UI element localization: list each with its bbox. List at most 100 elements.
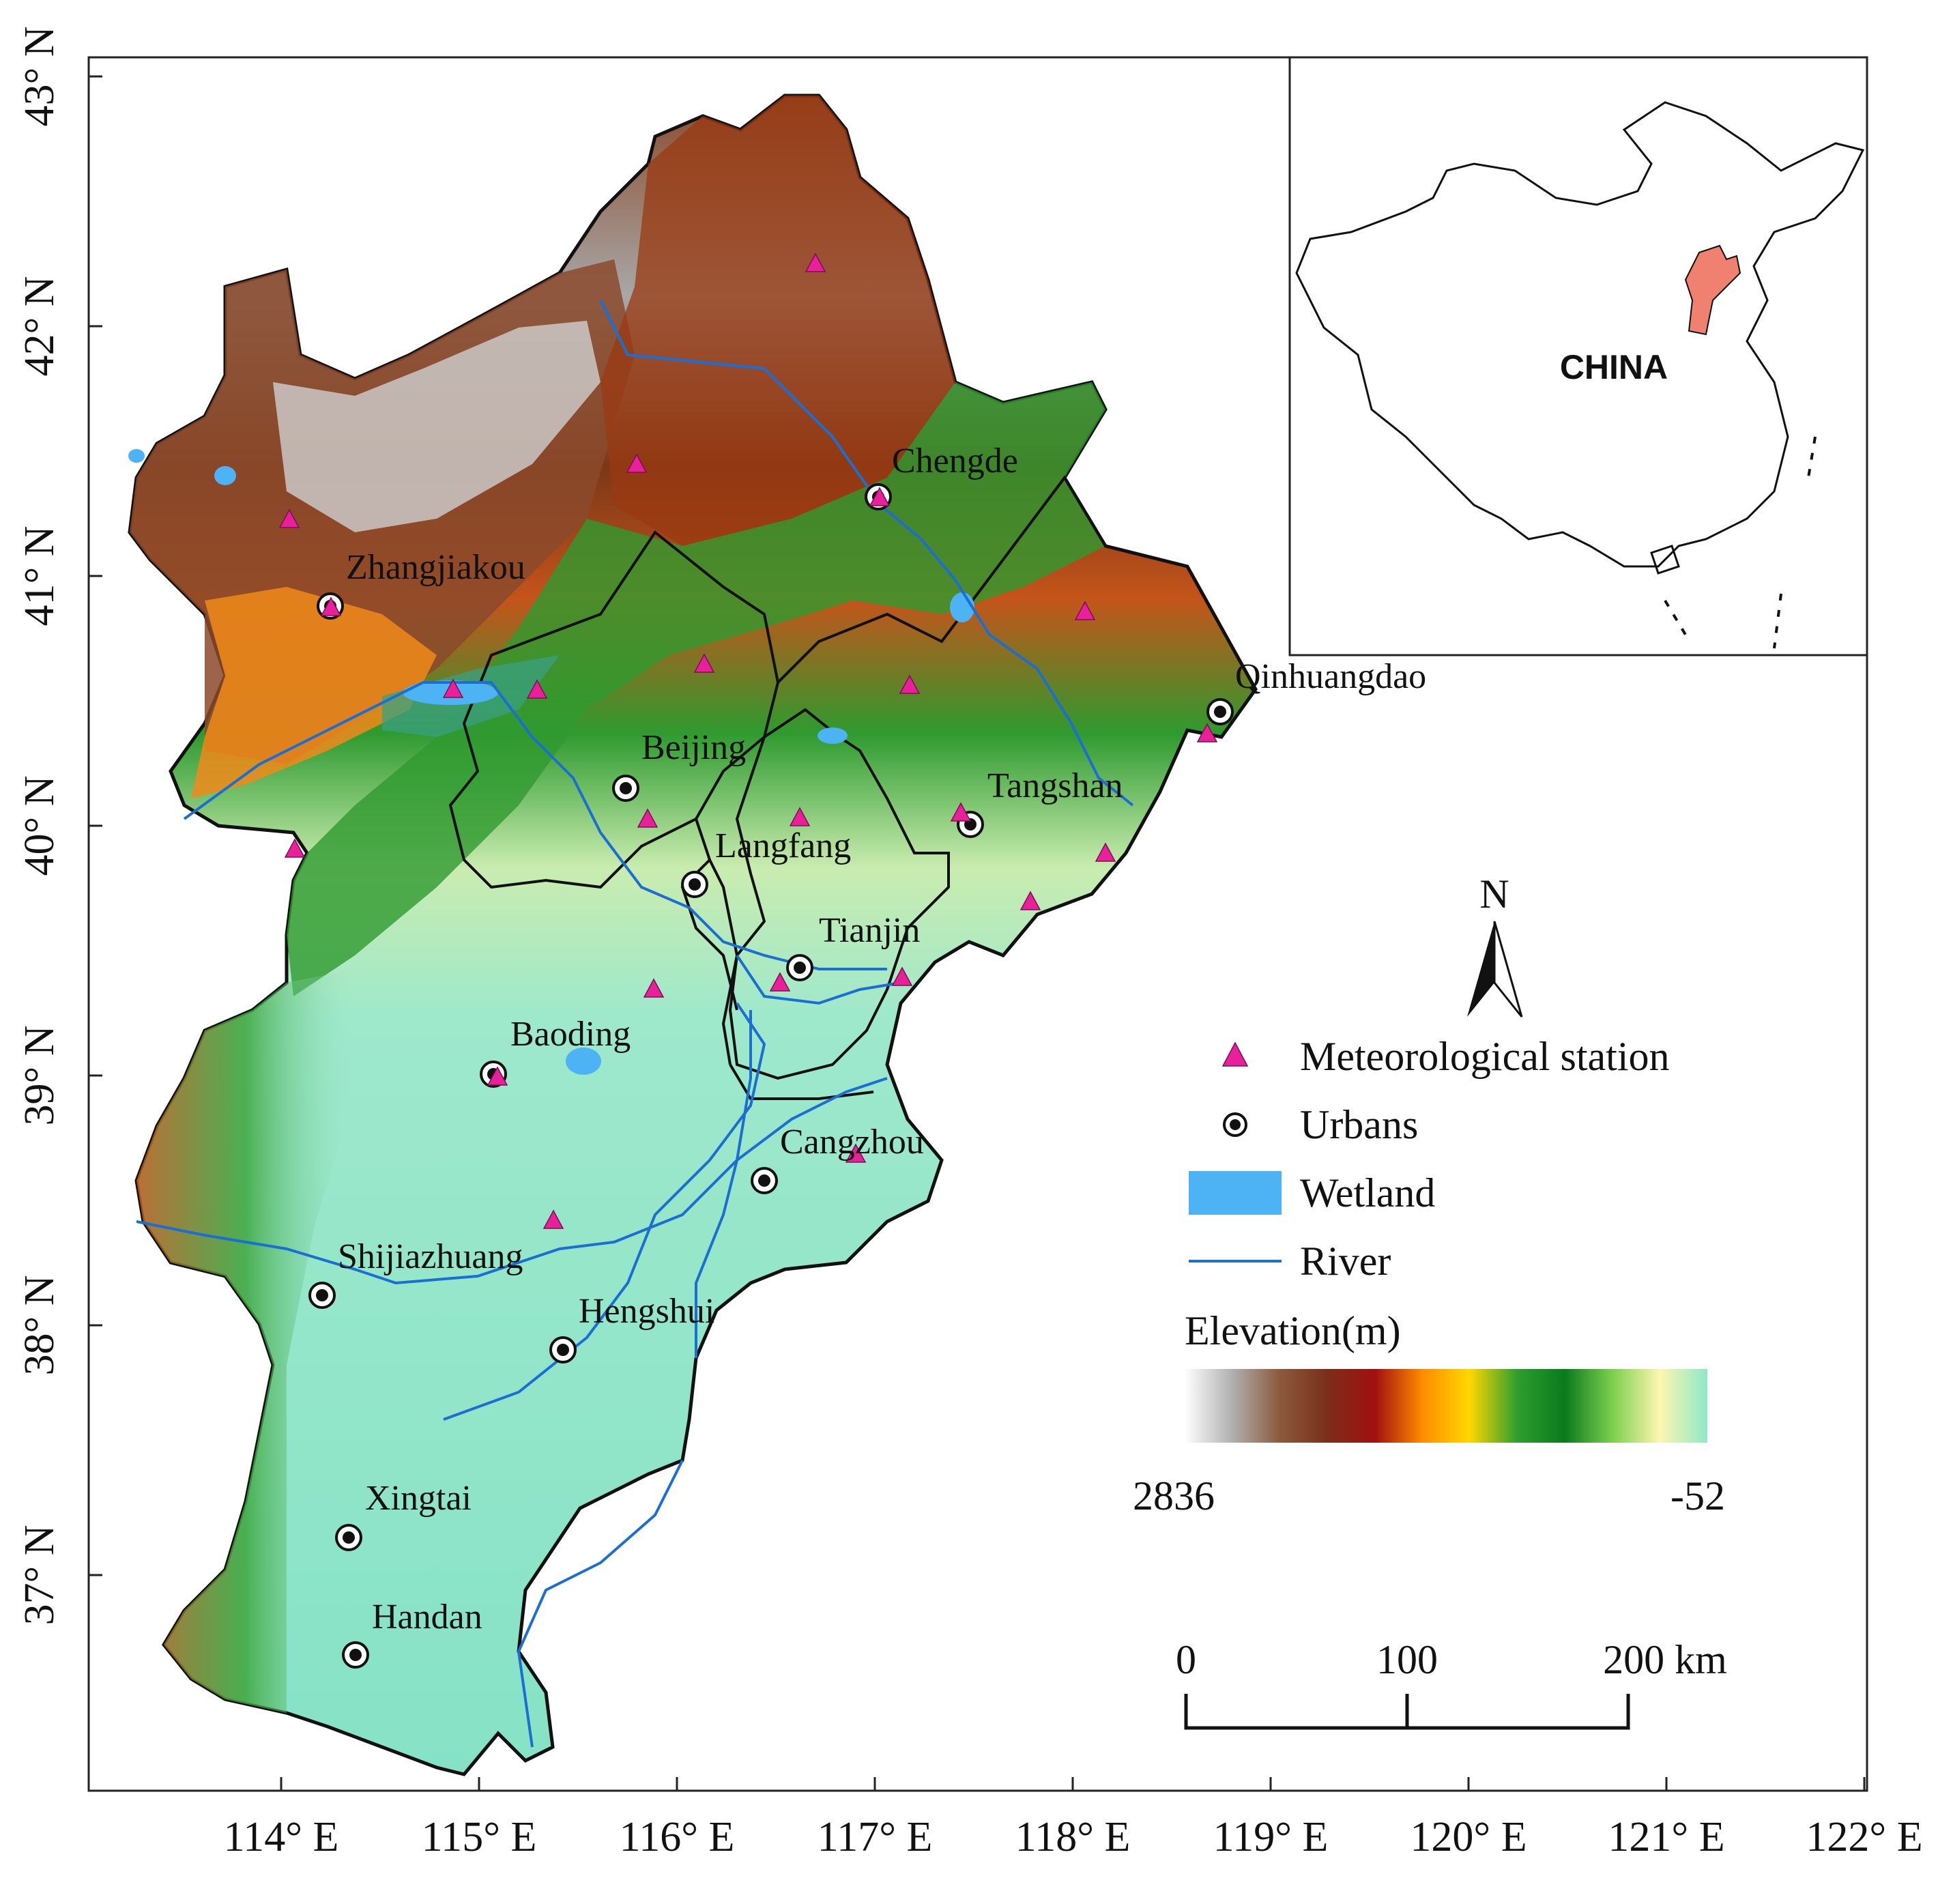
- lon-tick-label: 116° E: [620, 1814, 735, 1860]
- station-marker: [891, 966, 913, 986]
- beijing-boundary: [448, 530, 780, 889]
- lat-tick-label: 39° N: [16, 1025, 63, 1125]
- lat-tick-label: 42° N: [16, 276, 63, 376]
- jingjinji-highlight: [1684, 244, 1741, 336]
- station-marker: [442, 678, 464, 698]
- station-marker: [637, 808, 659, 828]
- legend-urban-label: Urbans: [1300, 1102, 1418, 1147]
- legend-station-symbol: [1221, 1041, 1249, 1067]
- lat-tick-labels: 43° N 42° N 41° N 40° N 39° N 38° N 37° N: [16, 26, 63, 1625]
- station-marker: [805, 253, 826, 272]
- city-label-cangzhou: Cangzhou: [780, 1123, 924, 1162]
- city-label-chengde: Chengde: [892, 442, 1018, 480]
- yanshan-green-belt: [287, 382, 1105, 996]
- legend-station-label: Meteorological station: [1300, 1034, 1670, 1079]
- lon-tick-label: 115° E: [422, 1814, 537, 1860]
- legend-elevation-min: -52: [1671, 1473, 1725, 1518]
- river-haihe: [736, 954, 901, 1005]
- city-label-beijing: Beijing: [641, 728, 746, 767]
- hainan-island: [1650, 545, 1680, 575]
- station-marker: [693, 653, 715, 673]
- urban-shijiazhuang-dot: [316, 1289, 328, 1301]
- lat-tick-label: 40° N: [16, 775, 63, 876]
- tianjin-boundary: [728, 708, 950, 1080]
- lat-tick-label: 41° N: [16, 525, 63, 626]
- river-fuyang: [443, 1002, 766, 1421]
- station-marker: [769, 972, 791, 992]
- wetland-beijing: [818, 727, 848, 744]
- station-marker: [320, 596, 342, 616]
- south-sea-dashes: [1664, 436, 1817, 649]
- city-labels: Chengde Zhangjiakou Qinhuangdao Beijing Tang…: [338, 442, 1426, 1636]
- urban-beijing-dot: [620, 782, 632, 794]
- scale-label-100: 100: [1376, 1637, 1438, 1682]
- wetland-zhangjiakou: [214, 466, 236, 485]
- lon-tick-label: 119° E: [1213, 1814, 1329, 1860]
- river-canal: [695, 1010, 752, 1358]
- legend-river-label: River: [1300, 1239, 1391, 1284]
- lon-tick-label: 122° E: [1806, 1814, 1922, 1860]
- station-marker: [1095, 842, 1116, 862]
- north-arrow-label: N: [1479, 871, 1509, 917]
- station-marker: [487, 1066, 508, 1086]
- lon-tick-label: 120° E: [1410, 1814, 1527, 1860]
- north-arrow-right: [1493, 921, 1523, 1018]
- lon-tick-label: 114° E: [224, 1814, 339, 1860]
- river-luanhe: [599, 300, 1134, 807]
- scale-bar: 0 100 200 km: [1176, 1637, 1727, 1730]
- station-marker: [1196, 723, 1218, 742]
- river-yongding: [183, 681, 887, 970]
- legend: Meteorological station Urbans Wetland Ri…: [1133, 1034, 1725, 1518]
- legend-elevation-max: 2836: [1133, 1473, 1215, 1518]
- lon-tick-label: 117° E: [818, 1814, 933, 1860]
- northwest-plateau-snow: [273, 321, 601, 532]
- urban-qinhuangdao-dot: [1214, 706, 1226, 718]
- lat-tick-label: 37° N: [16, 1525, 63, 1625]
- city-label-tangshan: Tangshan: [987, 766, 1123, 805]
- legend-wetland-symbol: [1189, 1171, 1282, 1215]
- scale-label-200: 200 km: [1603, 1637, 1727, 1682]
- axis-ticks: [89, 75, 1866, 1791]
- station-marker: [643, 978, 665, 998]
- station-marker: [626, 453, 648, 473]
- inset-frame: [1288, 56, 1868, 657]
- station-markers: [278, 253, 1218, 1229]
- city-label-qinhuangdao: Qinhuangdao: [1235, 657, 1426, 696]
- taihang-slope: [136, 969, 355, 1713]
- city-label-xingtai: Xingtai: [365, 1479, 472, 1518]
- station-marker: [869, 487, 891, 506]
- north-arrow: N: [1467, 871, 1523, 1018]
- station-marker: [1074, 601, 1096, 620]
- north-arrow-left: [1467, 921, 1494, 1017]
- city-label-zhangjiakou: Zhangjiakou: [346, 548, 525, 587]
- urban-xingtai-dot: [343, 1531, 355, 1544]
- urban-langfang-dot: [689, 878, 701, 891]
- inset-map: CHINA: [1288, 56, 1868, 657]
- wetland-bashang: [128, 449, 145, 463]
- city-label-langfang: Langfang: [715, 826, 851, 865]
- urban-cangzhou-dot: [758, 1174, 770, 1187]
- legend-wetland-label: Wetland: [1300, 1170, 1435, 1215]
- map-frame: [87, 56, 1868, 1792]
- urban-hengshui-dot: [557, 1344, 569, 1356]
- wetland-baiyangdian: [566, 1048, 601, 1075]
- province-boundaries: [448, 475, 1257, 1100]
- scale-bar-line: [1184, 1694, 1630, 1730]
- wetland-miyun: [950, 592, 974, 622]
- station-marker: [950, 802, 972, 822]
- legend-urban-dot: [1230, 1119, 1241, 1130]
- scale-label-0: 0: [1176, 1637, 1196, 1682]
- lon-tick-label: 121° E: [1608, 1814, 1724, 1860]
- city-label-shijiazhuang: Shijiazhuang: [338, 1237, 523, 1276]
- station-marker: [284, 838, 306, 858]
- station-marker: [278, 508, 300, 528]
- station-marker: [845, 1143, 867, 1163]
- station-marker: [543, 1209, 564, 1229]
- inset-china-label: CHINA: [1560, 348, 1668, 386]
- lat-tick-label: 38° N: [16, 1275, 63, 1375]
- northeast-mountains: [601, 96, 955, 546]
- city-label-handan: Handan: [372, 1598, 482, 1636]
- cangzhou-boundary: [729, 1063, 874, 1100]
- urban-handan-dot: [349, 1649, 362, 1661]
